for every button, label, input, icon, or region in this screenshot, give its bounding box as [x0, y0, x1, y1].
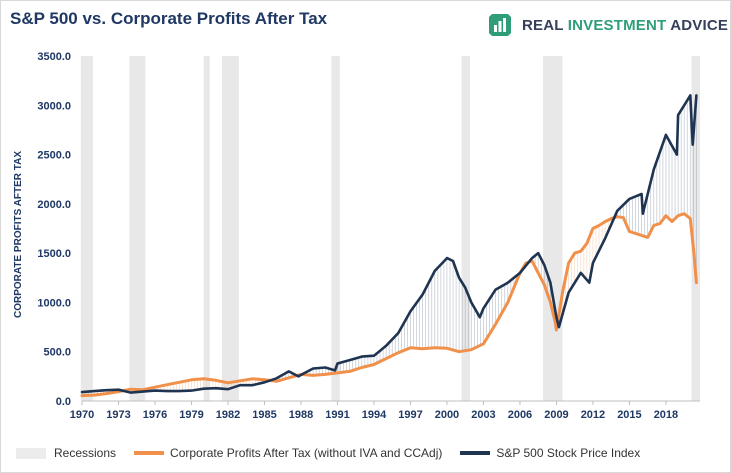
- x-tick-label: 2018: [654, 409, 678, 421]
- legend-item-sp500: S&P 500 Stock Price Index: [460, 446, 640, 460]
- legend-label-sp500: S&P 500 Stock Price Index: [496, 446, 641, 460]
- recession-band: [543, 56, 563, 401]
- recession-band: [80, 56, 93, 401]
- x-tick-label: 2000: [435, 409, 459, 421]
- y-tick-label: 500.0: [43, 347, 71, 359]
- legend-swatch-sp500: [460, 451, 491, 455]
- legend-swatch-recessions: [16, 447, 46, 459]
- x-tick-label: 2009: [544, 409, 568, 421]
- legend-item-profits: Corporate Profits After Tax (without IVA…: [134, 446, 442, 460]
- legend-label-profits: Corporate Profits After Tax (without IVA…: [170, 446, 443, 460]
- x-tick-label: 2003: [471, 409, 495, 421]
- x-tick-label: 1988: [289, 409, 313, 421]
- recession-band: [221, 56, 239, 401]
- x-tick-label: 2012: [581, 409, 605, 421]
- series-line-sp500: [80, 94, 698, 394]
- y-axis-label: CORPORATE PROFITS AFTER TAX: [13, 150, 24, 318]
- y-tick-label: 3000.0: [37, 100, 71, 112]
- legend: Recessions Corporate Profits After Tax (…: [16, 446, 658, 460]
- x-tick-label: 2015: [617, 409, 641, 421]
- series-line-profits: [80, 212, 698, 398]
- recession-band: [461, 56, 471, 401]
- brand-name: REAL INVESTMENT ADVICE: [522, 16, 729, 34]
- bar-chart-icon: [489, 14, 511, 36]
- legend-item-recessions: Recessions: [16, 446, 116, 460]
- legend-swatch-profits: [134, 451, 165, 455]
- x-tick-label: 1979: [179, 409, 203, 421]
- recession-band: [203, 56, 210, 401]
- y-tick-label: 0.0: [56, 396, 71, 408]
- recession-band: [691, 56, 700, 401]
- chart-title: S&P 500 vs. Corporate Profits After Tax: [10, 9, 328, 28]
- x-tick-label: 1994: [362, 409, 387, 421]
- y-tick-label: 1500.0: [37, 248, 71, 260]
- legend-label-recessions: Recessions: [54, 446, 117, 460]
- x-tick-label: 1973: [106, 409, 130, 421]
- x-tick-label: 1997: [398, 409, 422, 421]
- x-tick-label: 2006: [508, 409, 532, 421]
- x-tick-label: 1976: [143, 409, 167, 421]
- y-tick-label: 3500.0: [37, 51, 71, 63]
- x-tick-label: 1982: [216, 409, 240, 421]
- y-tick-label: 2000.0: [37, 199, 71, 211]
- y-tick-label: 2500.0: [37, 150, 71, 162]
- y-tick-label: 1000.0: [37, 297, 71, 309]
- brand-logo: REAL INVESTMENT ADVICE: [488, 11, 728, 39]
- recession-band: [129, 56, 146, 401]
- x-tick-label: 1970: [70, 409, 94, 421]
- x-tick-label: 1991: [325, 409, 349, 421]
- recession-band: [331, 56, 340, 401]
- x-tick-label: 1985: [252, 409, 276, 421]
